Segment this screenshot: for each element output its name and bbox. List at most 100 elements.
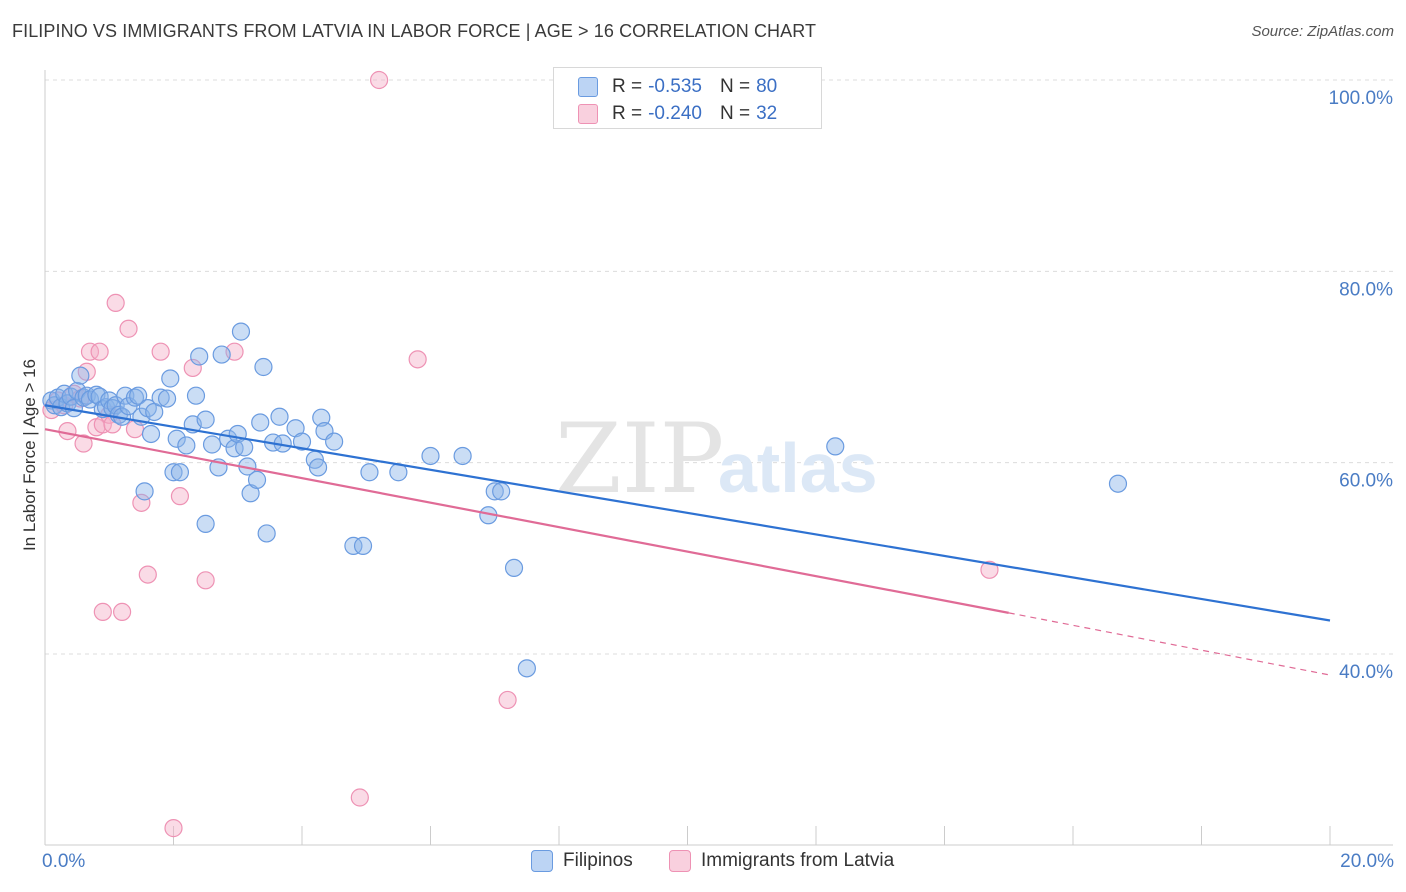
legend-label-latvia: Immigrants from Latvia: [701, 850, 895, 871]
latvia-point: [132, 493, 151, 512]
latvia-point: [408, 350, 427, 369]
filipinos-point: [196, 410, 215, 429]
filipinos-point: [344, 536, 363, 555]
latvia-point: [112, 602, 132, 622]
legend-swatch-filipinos: [578, 77, 598, 97]
legend-r-value: -0.535: [648, 76, 702, 97]
latvia-point: [183, 358, 202, 378]
filipinos-point: [453, 446, 472, 466]
latvia-point: [350, 788, 369, 807]
legend-n-value: 80: [756, 76, 778, 97]
latvia-point: [196, 571, 215, 590]
data-points: [42, 70, 1128, 838]
legend-row-filipinos: R = -0.535 N = 80: [578, 75, 795, 99]
filipinos-point: [247, 470, 267, 489]
filipinos-point: [251, 413, 270, 432]
latvia-point: [151, 342, 170, 361]
filipinos-point: [106, 396, 125, 415]
filipinos-point: [161, 369, 180, 388]
filipinos-point: [196, 514, 215, 533]
latvia-trend-line-extension: [1008, 612, 1331, 676]
x-tick-label-min: 0.0%: [42, 851, 86, 872]
filipinos-point: [325, 432, 344, 451]
chart-source: Source: ZipAtlas.com: [1251, 23, 1394, 40]
latvia-point: [370, 70, 389, 90]
legend-n-value: 32: [756, 103, 778, 124]
legend-n-label: N =: [719, 76, 751, 97]
filipinos-point: [270, 407, 289, 426]
legend-row-latvia: R = -0.240 N = 32: [578, 102, 795, 126]
x-tick-label-max: 20.0%: [1340, 851, 1394, 872]
chart-title: FILIPINO VS IMMIGRANTS FROM LATVIA IN LA…: [12, 21, 817, 41]
latvia-point: [74, 434, 93, 453]
legend-label-filipinos: Filipinos: [563, 850, 633, 871]
filipinos-point: [504, 558, 524, 578]
latvia-point: [90, 342, 109, 361]
y-tick-label: 100.0%: [1329, 88, 1394, 109]
filipinos-point: [202, 435, 222, 454]
filipinos-point: [517, 659, 536, 678]
y-tick-label: 40.0%: [1339, 662, 1393, 683]
filipinos-point: [190, 347, 209, 366]
latvia-point: [164, 819, 183, 838]
latvia-point: [138, 565, 157, 584]
filipinos-point: [151, 388, 170, 407]
y-tick-label: 60.0%: [1339, 471, 1393, 492]
y-tick-label: 80.0%: [1339, 279, 1393, 300]
filipinos-point: [167, 429, 186, 448]
filipinos-point: [1108, 474, 1128, 493]
legend-r-label: R =: [612, 103, 643, 124]
filipinos-point: [312, 408, 331, 427]
filipinos-point: [292, 432, 312, 451]
correlation-legend: R = -0.535 N = 80 R = -0.240 N = 32: [553, 67, 822, 129]
filipinos-point: [177, 436, 196, 455]
legend-r-label: R =: [612, 76, 643, 97]
latvia-point: [119, 319, 138, 338]
filipinos-point: [254, 357, 273, 377]
filipinos-point: [129, 386, 148, 405]
legend-swatch-latvia: [669, 850, 691, 872]
filipinos-point: [186, 386, 206, 405]
series-legend: Filipinos Immigrants from Latvia: [0, 850, 1406, 878]
latvia-trend-line: [44, 428, 1009, 614]
filipinos-point: [308, 458, 328, 477]
latvia-point: [498, 690, 517, 710]
legend-swatch-filipinos: [531, 850, 553, 872]
filipinos-point: [125, 388, 145, 407]
filipinos-point: [257, 524, 276, 543]
y-axis-label: In Labor Force | Age > 16: [20, 358, 39, 552]
filipinos-point: [492, 482, 511, 501]
filipinos-point: [421, 446, 440, 466]
filipinos-point: [485, 482, 504, 501]
filipinos-trend-line: [44, 404, 1331, 622]
legend-item-latvia[interactable]: Immigrants from Latvia: [669, 850, 894, 872]
axes: [44, 70, 1393, 846]
filipinos-point: [826, 437, 845, 456]
watermark-atlas: atlas: [718, 429, 878, 507]
legend-r-value: -0.240: [648, 103, 702, 124]
filipinos-point: [353, 536, 373, 555]
latvia-point: [58, 421, 77, 441]
filipinos-point: [170, 463, 190, 482]
filipinos-point: [212, 345, 231, 364]
filipinos-point: [235, 438, 254, 457]
filipinos-point: [231, 322, 251, 341]
latvia-point: [170, 487, 190, 506]
filipinos-point: [360, 463, 379, 482]
filipinos-point: [225, 439, 244, 458]
y-tick-labels: 40.0% 60.0% 80.0% 100.0%: [1329, 88, 1394, 683]
latvia-point: [980, 560, 999, 579]
latvia-point: [106, 293, 125, 313]
latvia-point: [93, 602, 112, 622]
filipinos-point: [141, 424, 161, 444]
filipinos-point: [71, 366, 90, 385]
filipinos-point: [135, 482, 154, 501]
latvia-point: [80, 342, 100, 361]
legend-item-filipinos[interactable]: Filipinos: [531, 850, 633, 872]
grid-lines: [45, 79, 1393, 655]
trend-lines: [44, 404, 1331, 676]
filipinos-point: [164, 463, 183, 482]
filipinos-point: [68, 381, 87, 401]
legend-n-label: N =: [719, 103, 751, 124]
